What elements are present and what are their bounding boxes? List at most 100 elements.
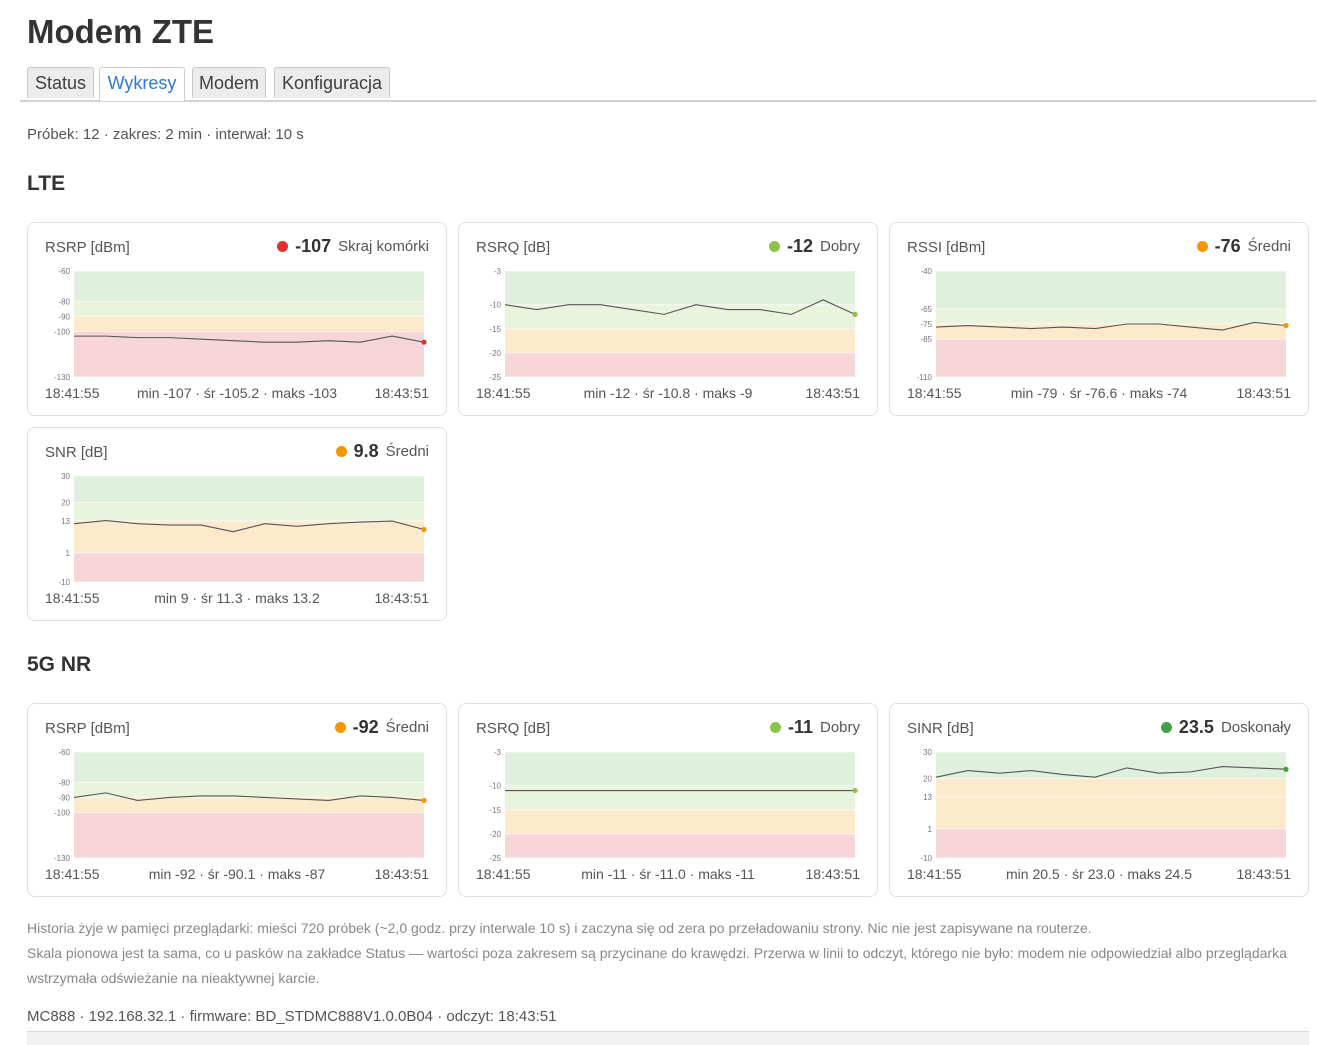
latest-point (1283, 766, 1289, 772)
chart-status: 23.5 Doskonały (1160, 717, 1291, 738)
chart-stats: min -107 · śr -105.2 · maks -103 (137, 385, 337, 401)
quality-zone (74, 521, 424, 553)
quality-label: Doskonały (1220, 719, 1291, 736)
series-line (935, 766, 1287, 778)
current-value: -107 (295, 236, 332, 256)
y-tick-label: 30 (61, 472, 70, 481)
y-axis-ticks: -60 -80 -90 -100 -130 (54, 748, 71, 862)
y-tick-label: -65 (920, 305, 932, 314)
y-tick-label: -10 (489, 301, 501, 310)
quality-zone (505, 328, 855, 353)
y-tick-label: -40 (920, 267, 932, 276)
page-title: Modem ZTE (27, 13, 214, 50)
y-tick-label: -90 (58, 793, 70, 802)
note-scale: Skala pionowa jest ta sama, co u pasków … (27, 945, 1287, 986)
chart-card-lte-rsrq: RSRQ [dB] -12 Dobry -3 -10 -15 -20 -25 18:41… (458, 222, 878, 416)
quality-zone (505, 271, 855, 305)
chart-title: RSSI [dBm] (907, 239, 986, 256)
series-line (74, 335, 425, 343)
y-tick-label: 1 (928, 825, 933, 834)
y-tick-label: -90 (58, 312, 70, 321)
tab-modem[interactable]: Modem (192, 67, 266, 98)
chart-title: SNR [dB] (45, 444, 108, 461)
chart-card-lte-rsrp: RSRP [dBm] -107 Skraj komórki -60 -80 -90-… (27, 222, 447, 416)
chart-status: 9.8 Średni (335, 441, 429, 462)
y-tick-label: -60 (58, 748, 70, 757)
time-start: 18:41:55 (476, 385, 531, 401)
y-tick-label: -110 (917, 373, 933, 381)
series-line (73, 519, 425, 533)
status-dot-icon (1196, 241, 1208, 252)
quality-zone (936, 271, 1286, 309)
quality-zone (505, 785, 855, 810)
quality-zone (505, 752, 855, 786)
y-tick-label: 13 (923, 793, 932, 802)
chart-status: -92 Średni (334, 717, 429, 738)
status-dot-icon (768, 241, 780, 252)
y-tick-label: -75 (920, 320, 932, 329)
chart-title: RSRQ [dB] (476, 720, 551, 737)
chart-title: RSRQ [dB] (476, 239, 551, 256)
quality-label: Skraj komórki (338, 238, 429, 255)
chart-title: RSRP [dBm] (45, 720, 130, 737)
current-value: -76 (1214, 236, 1241, 256)
y-axis-ticks: 30 20 13 1 -10 (58, 472, 70, 586)
y-axis-ticks: -3 -10 -15 -20 -25 (489, 267, 501, 381)
latest-point (852, 311, 858, 317)
status-dot-icon (335, 446, 347, 457)
y-axis-ticks: -40 -65 -75 -85 -110 (917, 267, 933, 381)
current-value: 9.8 (353, 441, 379, 461)
chart-stats: min 20.5 · śr 23.0 · maks 24.5 (1006, 866, 1192, 882)
status-dot-icon (769, 722, 781, 733)
y-tick-label: 20 (923, 775, 932, 784)
y-tick-label: -85 (920, 335, 932, 344)
y-tick-label: -130 (54, 854, 71, 862)
series-line (504, 299, 856, 315)
time-start: 18:41:55 (45, 385, 100, 401)
y-axis-ticks: -60 -80 -90 -100 -130 (54, 267, 71, 381)
quality-zone (936, 797, 1286, 829)
quality-zone (74, 752, 424, 783)
signal-chart: -3 -10 -15 -20 -25 (489, 267, 858, 381)
quality-zone (505, 304, 855, 329)
latest-point (852, 787, 858, 794)
quality-zone (74, 782, 424, 798)
chart-status: -76 Średni (1196, 236, 1291, 257)
time-end: 18:43:51 (805, 866, 861, 882)
time-start: 18:41:55 (45, 590, 100, 606)
latest-point (1283, 322, 1289, 329)
quality-zone (74, 331, 424, 377)
y-tick-label: -25 (489, 373, 501, 381)
quality-zone (936, 752, 1286, 779)
quality-zone (936, 778, 1286, 798)
tab-konfiguracja[interactable]: Konfiguracja (274, 67, 390, 98)
quality-zone (505, 809, 855, 834)
y-axis-ticks: -3 -10 -15 -20 -25 (489, 748, 501, 862)
y-tick-label: -15 (489, 325, 501, 334)
time-end: 18:43:51 (374, 385, 430, 401)
tab-status[interactable]: Status (27, 67, 94, 98)
time-end: 18:43:51 (805, 385, 861, 401)
chart-title: RSRP [dBm] (45, 239, 130, 256)
chart-card-lte-snr: SNR [dB] 9.8 Średni 30 20 13 1 -10 18:41:55 … (27, 427, 447, 621)
quality-zone (74, 812, 424, 858)
quality-label: Średni (385, 443, 429, 460)
chart-card-nr-rsrq: RSRQ [dB] -11 Dobry -3 -10 -15 -20 -25 18:41… (458, 703, 878, 897)
quality-zone (74, 552, 424, 582)
y-tick-label: -130 (54, 373, 71, 381)
chart-title: SINR [dB] (907, 720, 974, 737)
chart-stats: min -92 · śr -90.1 · maks -87 (148, 866, 326, 882)
chart-card-nr-sinr: SINR [dB] 23.5 Doskonały 30 20 13 1 -10 18:4… (889, 703, 1309, 897)
samples-summary: Próbek: 12 · zakres: 2 min · interwał: 1… (27, 126, 304, 143)
quality-zone (74, 316, 424, 332)
signal-chart: -3 -10 -15 -20 -25 (489, 748, 858, 862)
y-tick-label: -80 (58, 297, 70, 306)
quality-zone (505, 833, 855, 858)
quality-zone (74, 476, 424, 503)
y-axis-ticks: 30 20 13 1 -10 (920, 748, 932, 862)
time-end: 18:43:51 (1236, 866, 1292, 882)
quality-zone (74, 797, 424, 813)
tab-wykresy[interactable]: Wykresy (99, 67, 185, 101)
bottom-bar (27, 1031, 1309, 1045)
signal-chart: 30 20 13 1 -10 (58, 472, 427, 586)
